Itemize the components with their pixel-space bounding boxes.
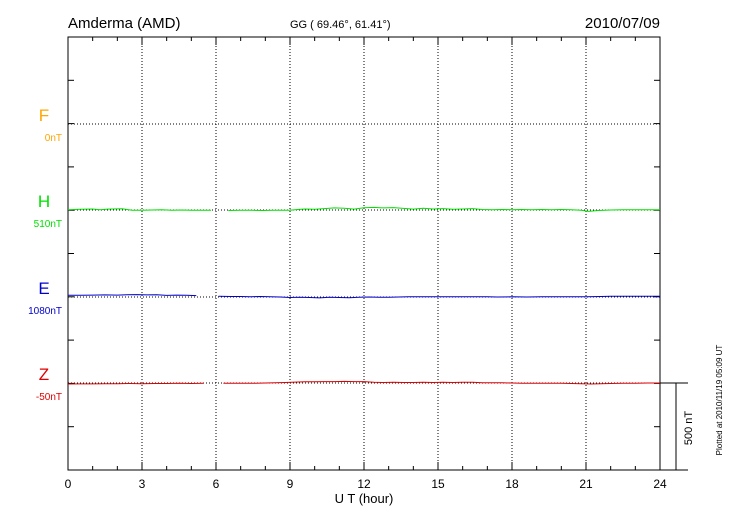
coordinates-label: GG ( 69.46°, 61.41°)	[290, 19, 391, 31]
series-line-h	[67, 206, 660, 212]
x-tick-label: 24	[653, 477, 667, 491]
series-name-z: Z	[39, 365, 49, 384]
plotted-at-label: Plotted at 2010/11/19 05:09 UT	[715, 345, 724, 456]
x-tick-label: 9	[287, 477, 294, 491]
scale-bar-label: 500 nT	[683, 411, 695, 446]
series-name-e: E	[38, 279, 49, 298]
date-label: 2010/07/09	[585, 15, 660, 32]
x-tick-label: 12	[357, 477, 371, 491]
series-line-e	[68, 294, 660, 299]
x-tick-label: 21	[579, 477, 593, 491]
series-baseline-e: 1080nT	[28, 306, 62, 317]
x-tick-label: 15	[431, 477, 445, 491]
x-tick-label: 6	[213, 477, 220, 491]
series-baseline-f: 0nT	[45, 133, 62, 144]
series-name-f: F	[39, 106, 49, 125]
scale-bar: 500 nT	[660, 382, 695, 471]
series-baseline-h: 510nT	[34, 219, 62, 230]
x-tick-labels: 0 3 6 9 12 15 18 21 24	[65, 477, 667, 491]
station-title: Amderma (AMD)	[68, 15, 181, 32]
x-axis-label: U T (hour)	[335, 491, 394, 506]
series-line-z	[67, 380, 660, 385]
x-tick-label: 0	[65, 477, 72, 491]
series-lines	[67, 206, 660, 385]
series-name-h: H	[38, 192, 50, 211]
series-baseline-z: -50nT	[36, 392, 62, 403]
grid-lines	[68, 37, 660, 470]
x-tick-label: 3	[139, 477, 146, 491]
series-labels: F 0nT H 510nT E 1080nT Z -50nT	[28, 106, 62, 403]
x-tick-label: 18	[505, 477, 519, 491]
